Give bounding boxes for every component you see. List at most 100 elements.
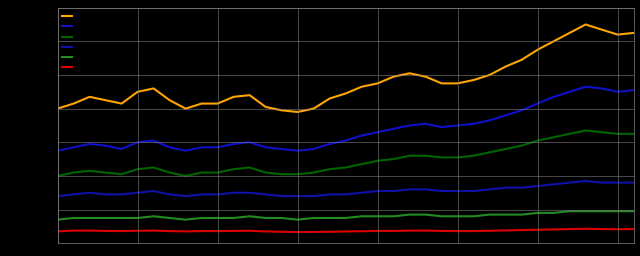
90th percentile (582, 85, 589, 88)
Median (50th) (358, 191, 365, 194)
80th percentile (198, 171, 205, 174)
20th percentile (390, 215, 397, 218)
80th percentile (118, 173, 125, 176)
5th percentile (118, 230, 125, 233)
90th percentile (502, 114, 509, 117)
Median (50th) (278, 195, 285, 198)
Line: Median (50th): Median (50th) (58, 181, 634, 196)
20th percentile (566, 210, 573, 213)
5th percentile (182, 230, 189, 233)
95th percentile (550, 40, 557, 43)
20th percentile (54, 218, 61, 221)
5th percentile (550, 228, 557, 231)
5th percentile (134, 229, 141, 232)
90th percentile (454, 124, 461, 127)
90th percentile (230, 142, 237, 145)
80th percentile (326, 168, 333, 171)
Median (50th) (214, 193, 221, 196)
Median (50th) (486, 188, 493, 191)
95th percentile (54, 107, 61, 110)
20th percentile (150, 215, 157, 218)
90th percentile (358, 134, 365, 137)
95th percentile (470, 79, 477, 82)
5th percentile (102, 229, 109, 232)
90th percentile (598, 87, 605, 90)
95th percentile (390, 75, 397, 78)
95th percentile (342, 92, 349, 95)
Median (50th) (246, 191, 253, 194)
5th percentile (326, 230, 333, 233)
90th percentile (150, 139, 157, 142)
Median (50th) (422, 188, 429, 191)
95th percentile (486, 73, 493, 77)
Median (50th) (406, 188, 413, 191)
80th percentile (390, 157, 397, 161)
Line: 5th percentile: 5th percentile (58, 229, 634, 232)
95th percentile (182, 107, 189, 110)
20th percentile (518, 213, 525, 216)
5th percentile (406, 229, 413, 232)
90th percentile (246, 141, 253, 144)
90th percentile (86, 142, 93, 145)
90th percentile (470, 122, 477, 125)
80th percentile (278, 173, 285, 176)
90th percentile (374, 131, 381, 134)
Line: 90th percentile: 90th percentile (58, 87, 634, 151)
80th percentile (150, 166, 157, 169)
20th percentile (550, 211, 557, 215)
20th percentile (118, 216, 125, 219)
Legend: , , , , , : , , , , , (60, 10, 75, 74)
95th percentile (502, 65, 509, 68)
95th percentile (166, 99, 173, 102)
95th percentile (262, 105, 269, 109)
20th percentile (486, 213, 493, 216)
5th percentile (502, 229, 509, 232)
90th percentile (534, 102, 541, 105)
Median (50th) (134, 191, 141, 194)
80th percentile (550, 136, 557, 139)
95th percentile (326, 97, 333, 100)
90th percentile (278, 147, 285, 151)
Median (50th) (326, 193, 333, 196)
80th percentile (102, 171, 109, 174)
95th percentile (566, 31, 573, 35)
5th percentile (70, 229, 77, 232)
Median (50th) (438, 189, 445, 193)
Median (50th) (502, 186, 509, 189)
80th percentile (470, 154, 477, 157)
20th percentile (406, 213, 413, 216)
95th percentile (422, 75, 429, 78)
Median (50th) (518, 186, 525, 189)
95th percentile (246, 94, 253, 97)
95th percentile (70, 102, 77, 105)
80th percentile (438, 156, 445, 159)
95th percentile (294, 110, 301, 113)
95th percentile (518, 58, 525, 61)
20th percentile (246, 215, 253, 218)
90th percentile (102, 144, 109, 147)
Median (50th) (54, 195, 61, 198)
95th percentile (310, 107, 317, 110)
95th percentile (86, 95, 93, 98)
80th percentile (374, 159, 381, 162)
Line: 20th percentile: 20th percentile (58, 211, 634, 220)
5th percentile (486, 229, 493, 232)
90th percentile (422, 122, 429, 125)
20th percentile (326, 216, 333, 219)
80th percentile (406, 154, 413, 157)
80th percentile (614, 132, 621, 135)
80th percentile (358, 163, 365, 166)
90th percentile (134, 141, 141, 144)
Median (50th) (454, 189, 461, 193)
Median (50th) (70, 193, 77, 196)
20th percentile (134, 216, 141, 219)
90th percentile (406, 124, 413, 127)
5th percentile (294, 231, 301, 234)
95th percentile (406, 72, 413, 75)
5th percentile (630, 228, 637, 231)
90th percentile (390, 127, 397, 130)
20th percentile (230, 216, 237, 219)
Median (50th) (118, 193, 125, 196)
20th percentile (470, 215, 477, 218)
95th percentile (582, 23, 589, 26)
